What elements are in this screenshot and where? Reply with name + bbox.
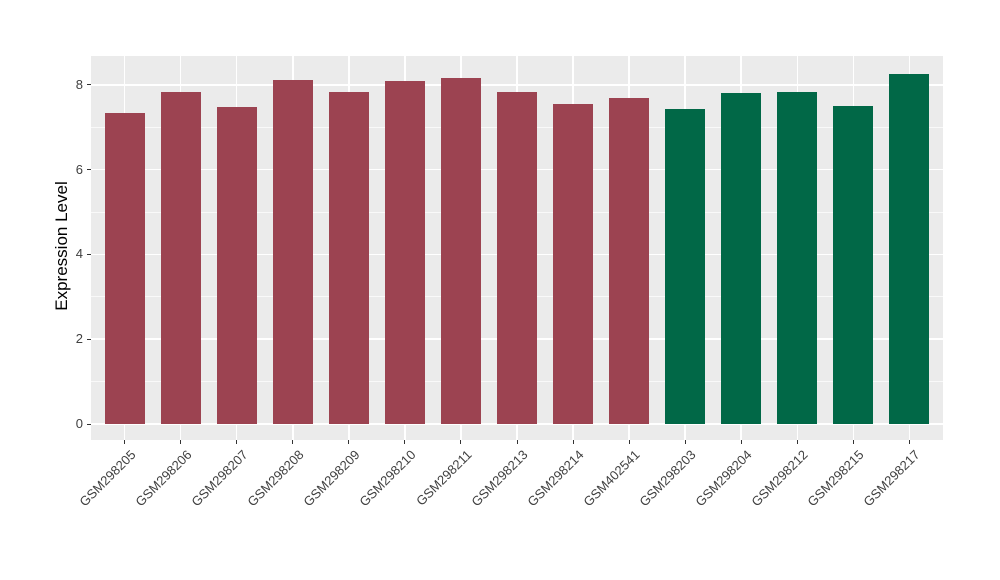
x-tick-label: GSM298206 — [132, 447, 195, 510]
bar-GSM402541 — [609, 98, 650, 424]
y-tick-label: 6 — [75, 161, 83, 177]
plot-panel — [91, 56, 943, 440]
x-tick-label: GSM298215 — [804, 447, 867, 510]
y-tick-label: 4 — [75, 246, 83, 262]
x-tick-label: GSM298203 — [636, 447, 699, 510]
bar-GSM298215 — [833, 106, 874, 424]
bar-GSM298206 — [160, 91, 201, 424]
x-tick-mark — [236, 440, 238, 444]
bar-GSM298213 — [497, 91, 537, 424]
x-tick-label: GSM298209 — [300, 447, 363, 510]
x-tick-label: GSM298207 — [188, 447, 251, 510]
bar-GSM298208 — [272, 80, 313, 424]
y-tick-mark — [87, 253, 91, 255]
x-tick-mark — [852, 440, 854, 444]
x-tick-mark — [292, 440, 294, 444]
bar-GSM298205 — [104, 113, 145, 424]
x-tick-label: GSM298204 — [692, 447, 755, 510]
y-tick-mark — [87, 169, 91, 171]
x-tick-label: GSM298213 — [468, 447, 531, 510]
y-tick-mark — [87, 84, 91, 86]
x-tick-mark — [796, 440, 798, 444]
bar-GSM298207 — [216, 106, 257, 424]
x-tick-mark — [740, 440, 742, 444]
x-tick-label: GSM298212 — [748, 447, 811, 510]
x-tick-mark — [404, 440, 406, 444]
x-tick-label: GSM298210 — [356, 447, 419, 510]
bar-GSM298217 — [889, 74, 930, 424]
x-tick-label: GSM402541 — [580, 447, 643, 510]
y-tick-mark — [87, 338, 91, 340]
y-tick-label: 2 — [75, 331, 83, 347]
y-tick-label: 0 — [75, 416, 83, 431]
x-tick-mark — [516, 440, 518, 444]
x-tick-label: GSM298214 — [524, 447, 587, 510]
x-tick-mark — [628, 440, 630, 444]
x-tick-mark — [684, 440, 686, 444]
x-tick-label: GSM298217 — [860, 447, 923, 510]
x-tick-label: GSM298211 — [413, 447, 475, 509]
x-tick-label: GSM298205 — [76, 447, 139, 510]
bar-GSM298212 — [777, 91, 818, 424]
bar-GSM298214 — [553, 104, 594, 424]
x-tick-mark — [460, 440, 462, 444]
y-tick-mark — [87, 423, 91, 425]
bar-GSM298211 — [440, 77, 481, 424]
y-tick-label: 8 — [75, 76, 83, 92]
bar-GSM298209 — [328, 92, 369, 424]
bar-GSM298203 — [665, 109, 706, 424]
bar-GSM298204 — [721, 92, 762, 424]
x-tick-mark — [180, 440, 182, 444]
x-tick-mark — [348, 440, 350, 444]
x-tick-mark — [124, 440, 126, 444]
x-tick-mark — [908, 440, 910, 444]
bar-GSM298210 — [384, 80, 425, 424]
x-tick-mark — [572, 440, 574, 444]
x-tick-label: GSM298208 — [244, 447, 307, 510]
